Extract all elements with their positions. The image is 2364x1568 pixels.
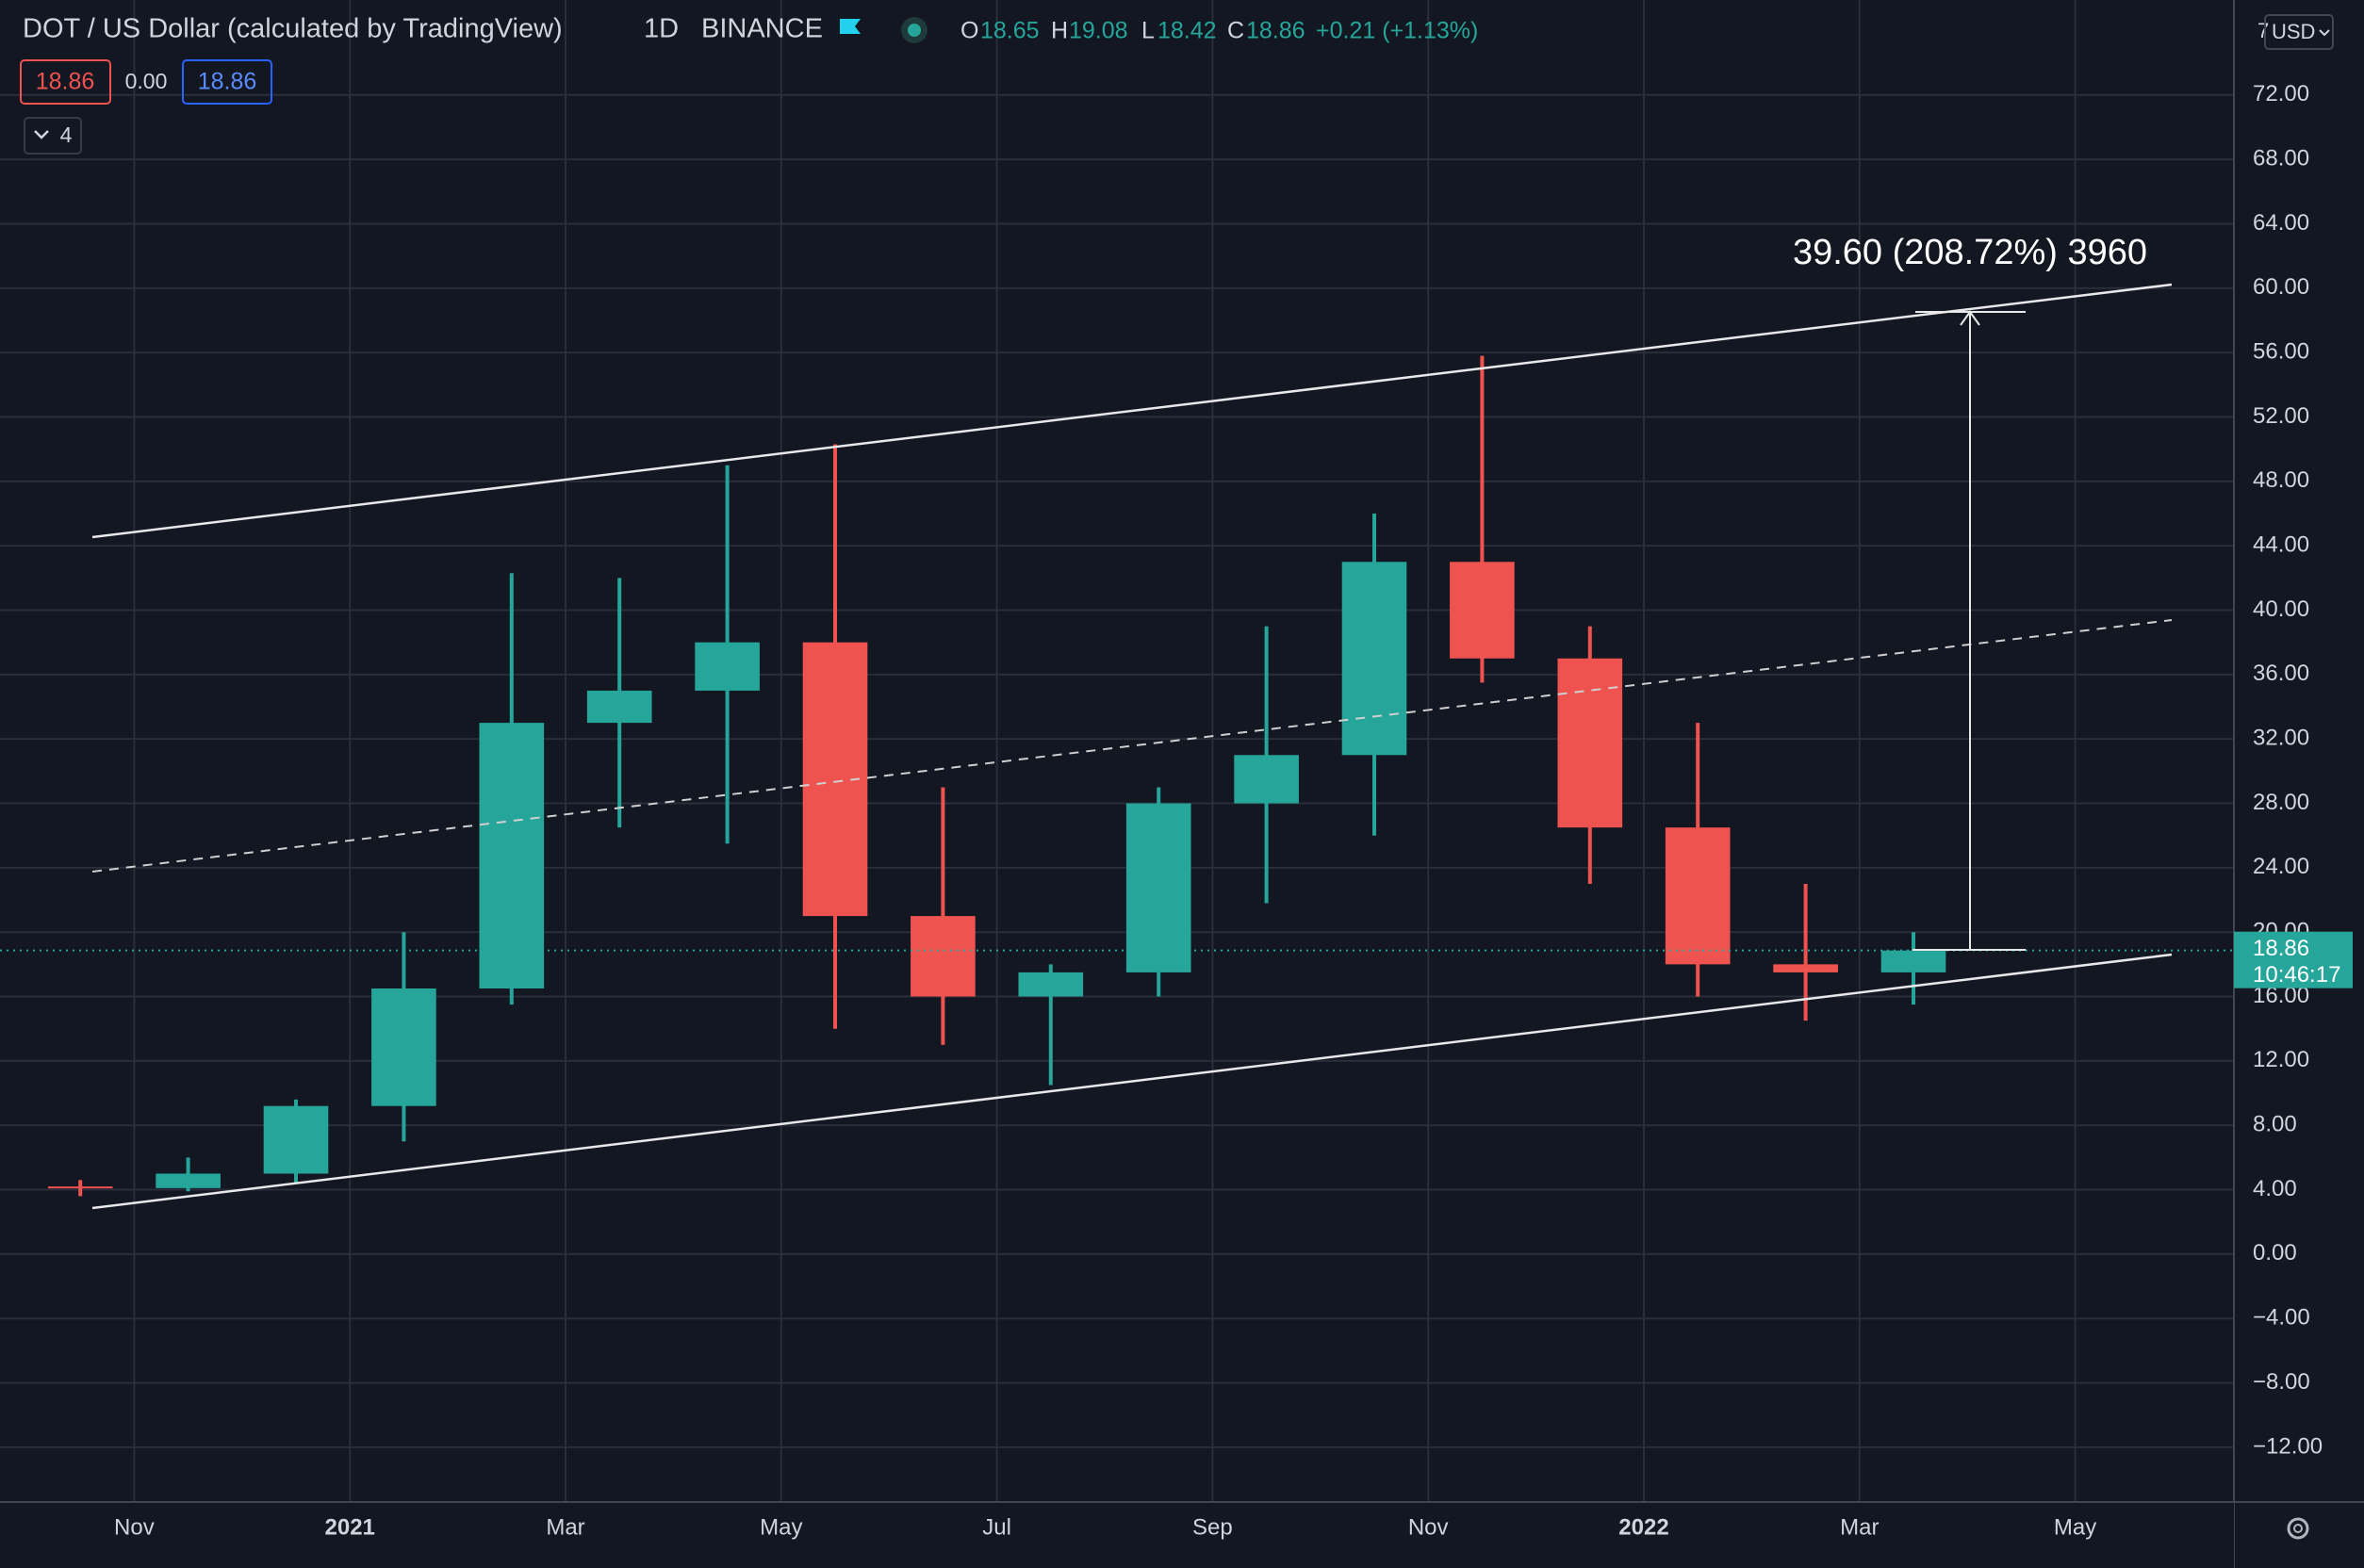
axes: 72.00 68.00 64.00 60.00 56.00 52.00 48.00 44.00… — [114, 81, 2353, 1540]
candle-body — [47, 1186, 113, 1189]
sell-price: 18.86 — [36, 69, 95, 95]
status-dot — [908, 24, 921, 37]
scale-count: 7 — [2257, 19, 2269, 42]
candle-body — [1234, 755, 1299, 804]
y-tick-label: 60.00 — [2253, 274, 2309, 300]
last-price-label: 18.86 — [2253, 936, 2309, 961]
candle-body — [1665, 827, 1731, 965]
time-axis[interactable] — [0, 1502, 2234, 1568]
channel-lower[interactable] — [91, 953, 2173, 1210]
x-tick-label: Mar — [1840, 1514, 1879, 1540]
x-tick-label: Nov — [114, 1514, 155, 1540]
ohlc-label: L — [1141, 18, 1155, 44]
indicators-count: 4 — [60, 122, 73, 147]
x-tick-label: 2022 — [1618, 1514, 1668, 1540]
y-tick-label: 32.00 — [2253, 726, 2309, 751]
candle-body — [1341, 562, 1407, 756]
y-tick-label: 0.00 — [2253, 1240, 2297, 1266]
x-tick-label: May — [2054, 1514, 2096, 1540]
y-tick-label: 4.00 — [2253, 1176, 2297, 1201]
candle-body — [1880, 950, 1946, 972]
ohlc-label: C — [1227, 18, 1244, 44]
x-tick-label: May — [760, 1514, 802, 1540]
candle-body — [586, 690, 652, 724]
candles — [0, 355, 2234, 1197]
y-tick-label: 24.00 — [2253, 854, 2309, 879]
y-tick-label: 48.00 — [2253, 467, 2309, 493]
chevron-icon — [2319, 29, 2330, 37]
y-tick-label: 44.00 — [2253, 532, 2309, 558]
candle-body — [1773, 964, 1838, 972]
buy-button[interactable] — [182, 59, 272, 105]
currency: USD — [2272, 20, 2315, 43]
candle-body — [911, 916, 976, 997]
currency-button[interactable] — [2264, 14, 2334, 50]
y-tick-label: −12.00 — [2253, 1433, 2323, 1459]
change: +0.21 (+1.13%) — [1316, 18, 1478, 44]
ohlc-label: H — [1051, 18, 1068, 44]
y-tick-label: 12.00 — [2253, 1047, 2309, 1072]
ohlc-value: 18.42 — [1157, 18, 1217, 44]
candle-body — [156, 1173, 221, 1188]
x-tick-label: Mar — [546, 1514, 584, 1540]
candle-body — [1557, 658, 1623, 828]
x-tick-label: 2021 — [325, 1514, 375, 1540]
ohlc-label: O — [960, 18, 978, 44]
candle-body — [1125, 803, 1191, 972]
y-tick-label: 40.00 — [2253, 596, 2309, 622]
candle-body — [1018, 972, 1084, 997]
channel-upper[interactable] — [91, 283, 2173, 539]
ohlc-value: 18.86 — [1246, 18, 1305, 44]
chevron-icon — [34, 130, 49, 139]
y-tick-label: −8.00 — [2253, 1369, 2310, 1395]
x-tick-label: Jul — [982, 1514, 1011, 1540]
x-tick-label: Sep — [1192, 1514, 1233, 1540]
countdown: 10:46:17 — [2253, 962, 2340, 988]
ohlc-value: 18.65 — [980, 18, 1040, 44]
spread: 0.00 — [125, 69, 168, 93]
y-tick-label: 56.00 — [2253, 338, 2309, 364]
measure-tool[interactable]: 39.60 (208.72%) 3960 — [1793, 233, 2147, 951]
candle-body — [695, 642, 760, 691]
symbol-title[interactable]: DOT / US Dollar (calculated by TradingVi… — [23, 14, 563, 44]
measure-label: 39.60 (208.72%) 3960 — [1793, 233, 2147, 272]
interval[interactable]: 1D — [644, 14, 679, 44]
sell-button[interactable] — [20, 59, 111, 105]
last-price-box — [2234, 931, 2353, 988]
ohlc-value: 19.08 — [1069, 18, 1128, 44]
candle-body — [371, 988, 436, 1106]
y-tick-label: 68.00 — [2253, 145, 2309, 171]
buy-price: 18.86 — [198, 69, 257, 95]
y-tick-label: 64.00 — [2253, 210, 2309, 236]
x-tick-label: Nov — [1408, 1514, 1449, 1540]
price-axis[interactable] — [2234, 0, 2364, 1568]
gear — [2287, 1517, 2309, 1540]
y-tick-label: 8.00 — [2253, 1112, 2297, 1137]
flag-icon[interactable] — [840, 19, 861, 34]
y-tick-label: 52.00 — [2253, 403, 2309, 429]
y-tick-label: 36.00 — [2253, 661, 2309, 686]
candle-body — [263, 1105, 329, 1174]
indicators-toggle[interactable] — [24, 117, 82, 155]
y-tick-label: −4.00 — [2253, 1305, 2310, 1331]
grid — [0, 0, 2234, 1502]
y-tick-label: 28.00 — [2253, 790, 2309, 815]
candle-body — [479, 723, 545, 988]
exchange: BINANCE — [701, 14, 823, 44]
settings-icon[interactable] — [2287, 1517, 2309, 1540]
candle-body — [1450, 562, 1515, 659]
gear-center — [2293, 1524, 2303, 1533]
y-tick-label: 72.00 — [2253, 81, 2309, 106]
